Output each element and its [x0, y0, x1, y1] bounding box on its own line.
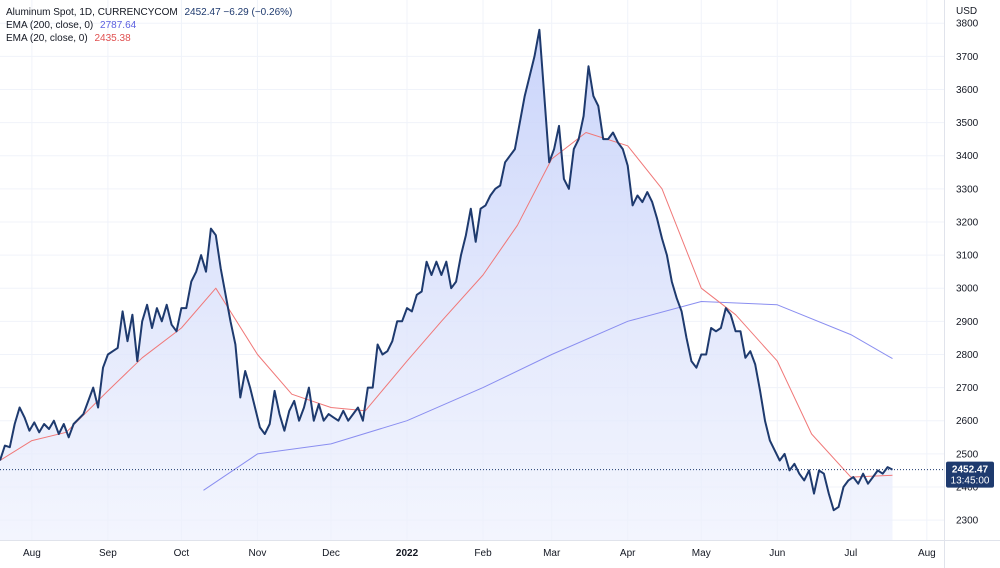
- x-tick-label: Aug: [23, 548, 41, 559]
- price-line: [0, 28, 893, 512]
- price-area-fill: [0, 29, 893, 541]
- x-tick-label: Jun: [769, 548, 785, 559]
- y-tick-label: 2700: [956, 383, 979, 394]
- legend-ema20-value: 2435.38: [94, 33, 131, 44]
- x-tick-label: Nov: [249, 548, 267, 559]
- y-tick-label: 3100: [956, 251, 979, 262]
- x-tick-label: Apr: [620, 548, 636, 559]
- y-tick-label: 3400: [956, 151, 979, 162]
- price-tag-price: 2452.47: [952, 465, 989, 476]
- ema-lines: [0, 132, 893, 491]
- legend-ema20-label: EMA (20, close, 0): [6, 33, 88, 44]
- y-tick-label: 3500: [956, 118, 979, 129]
- x-tick-label: 2022: [396, 548, 419, 559]
- y-tick-label: 3700: [956, 52, 979, 63]
- ema200-line: [203, 301, 893, 491]
- legend-ema20[interactable]: EMA (20, close, 0) 2435.38: [6, 32, 292, 45]
- x-tick-label: Feb: [474, 548, 492, 559]
- y-tick-label: 3200: [956, 217, 979, 228]
- price-tag-box: [946, 461, 994, 488]
- y-tick-label: 3300: [956, 184, 979, 195]
- y-axis-unit-label: USD: [956, 6, 977, 17]
- y-axis[interactable]: USD 2300 2400 2500 2600 2700 2800 2900 3000 3100 3…: [944, 0, 979, 568]
- x-tick-label: Oct: [174, 548, 190, 559]
- y-tick-label: 2600: [956, 416, 979, 427]
- x-tick-label: Jul: [844, 548, 857, 559]
- y-tick-label: 3800: [956, 19, 979, 30]
- legend-main-values: 2452.47 −6.29 (−0.26%): [184, 7, 293, 18]
- x-tick-label: Mar: [543, 548, 561, 559]
- x-tick-label: Dec: [322, 548, 340, 559]
- y-tick-label: 2300: [956, 516, 979, 527]
- x-axis[interactable]: Aug Sep Oct Nov Dec 2022 Feb Mar Apr May Jun Jul Aug: [0, 540, 1000, 560]
- y-tick-label: 2900: [956, 317, 979, 328]
- y-tick-label: 2800: [956, 350, 979, 361]
- x-tick-label: Aug: [918, 548, 936, 559]
- legend-main-label: Aluminum Spot, 1D, CURRENCYCOM: [6, 7, 178, 18]
- y-tick-label: 3000: [956, 284, 979, 295]
- price-area: [0, 29, 893, 541]
- legend-ema200-value: 2787.64: [100, 20, 137, 31]
- y-tick-label: 2500: [956, 449, 979, 460]
- ema20-line: [0, 132, 893, 478]
- x-tick-label: May: [692, 548, 711, 559]
- price-tag-countdown: 13:45:00: [951, 476, 990, 487]
- y-tick-label: 2400: [956, 482, 979, 493]
- legend-main[interactable]: Aluminum Spot, 1D, CURRENCYCOM 2452.47 −…: [6, 6, 292, 19]
- legend: Aluminum Spot, 1D, CURRENCYCOM 2452.47 −…: [6, 6, 292, 45]
- legend-ema200-label: EMA (200, close, 0): [6, 20, 94, 31]
- legend-ema200[interactable]: EMA (200, close, 0) 2787.64: [6, 19, 292, 32]
- y-tick-label: 3600: [956, 85, 979, 96]
- x-tick-label: Sep: [99, 548, 117, 559]
- price-series-line: [0, 28, 893, 512]
